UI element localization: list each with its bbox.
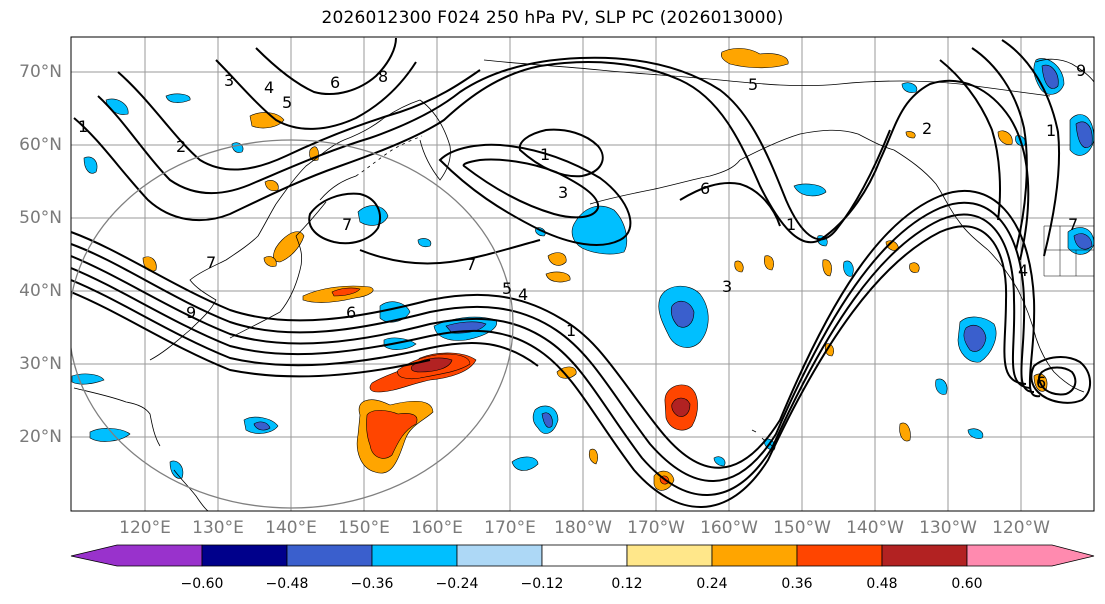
contour-label: 3 [224,71,234,90]
lat-label-50n: 50°N [19,208,62,228]
colorbar-segment [371,544,458,567]
colorbar-segment [286,544,373,567]
lat-label-60n: 60°N [19,135,62,155]
lat-label-70n: 70°N [19,62,62,82]
slp-contours [71,37,1091,508]
contour-label: 5 [748,75,758,94]
colorbar-tick-label: 0.60 [951,576,983,592]
lon-label-140w: 140°W [846,518,904,538]
colorbar-segment [966,544,1095,567]
lon-label-160e: 160°E [411,518,463,538]
colorbar-tick-label: 0.24 [696,576,728,592]
contour-label: 4 [518,285,528,304]
lon-label-170e: 170°E [484,518,536,538]
contour-label: 1 [786,215,796,234]
pv-shading [71,48,1094,491]
colorbar-tick-label: −0.12 [520,576,564,592]
contour-label: 7 [466,255,476,274]
contour-label: 2 [922,119,932,138]
lon-label-120w: 120°W [992,518,1050,538]
lat-label-30n: 30°N [19,354,62,374]
colorbar-tick-label: −0.48 [265,576,309,592]
colorbar-tick-label: 0.12 [611,576,643,592]
contour-label: 2 [176,137,186,156]
contour-label: 8 [378,67,388,86]
colorbar-tick-label: −0.60 [180,576,224,592]
lon-label-150e: 150°E [338,518,390,538]
colorbar-segment [881,544,968,567]
contour-label: 7 [1068,215,1078,234]
state-borders [1043,225,1094,277]
lon-label-180w: 180°W [554,518,612,538]
contour-label: 9 [1076,61,1086,80]
contour-label: 1 [566,321,576,340]
colorbar-segment [70,544,203,567]
map-layers [71,37,1094,511]
colorbar [70,544,1095,567]
lon-label-140e: 140°E [265,518,317,538]
lat-label-20n: 20°N [19,427,62,447]
contour-label: 5 [502,279,512,298]
contour-label: 6 [330,73,340,92]
colorbar-segment [711,544,798,567]
contour-label: 1 [1046,121,1056,140]
contour-labels: 3 4 5 6 8 1 2 7 9 7 1 3 5 6 7 5 4 6 1 3 … [78,61,1086,392]
lon-label-120e: 120°E [119,518,171,538]
graticule [71,37,1094,511]
coastlines [73,58,1094,511]
colorbar-segment [456,544,543,567]
colorbar-segment [796,544,883,567]
map-frame [70,36,1095,512]
contour-label: 9 [186,303,196,322]
contour-label: 6 [700,179,710,198]
contour-label: 1 [78,117,88,136]
distance-ring [71,139,514,509]
contour-label: 3 [558,183,568,202]
lon-label-130e: 130°E [192,518,244,538]
contour-label: 5 [282,93,292,112]
colorbar-tick-label: 0.36 [781,576,813,592]
colorbar-segment [626,544,713,567]
lat-label-40n: 40°N [19,281,62,301]
contour-label: 3 [722,277,732,296]
lon-label-150w: 150°W [773,518,831,538]
colorbar-segment [201,544,288,567]
lon-label-170w: 170°W [627,518,685,538]
contour-label: 7 [342,215,352,234]
contour-label: 4 [264,78,274,97]
contour-label: 4 [1018,261,1028,280]
colorbar-tick-label: −0.24 [435,576,479,592]
colorbar-tick-label: 0.48 [866,576,898,592]
contour-label: 6 [346,303,356,322]
colorbar-tick-label: −0.36 [350,576,394,592]
contour-label: 6 [1036,373,1046,392]
contour-label: 1 [540,145,550,164]
map-title: 2026012300 F024 250 hPa PV, SLP PC (2026… [321,8,784,28]
lon-label-160w: 160°W [700,518,758,538]
lon-label-130w: 130°W [919,518,977,538]
colorbar-segment [541,544,628,567]
contour-label: 7 [206,253,216,272]
